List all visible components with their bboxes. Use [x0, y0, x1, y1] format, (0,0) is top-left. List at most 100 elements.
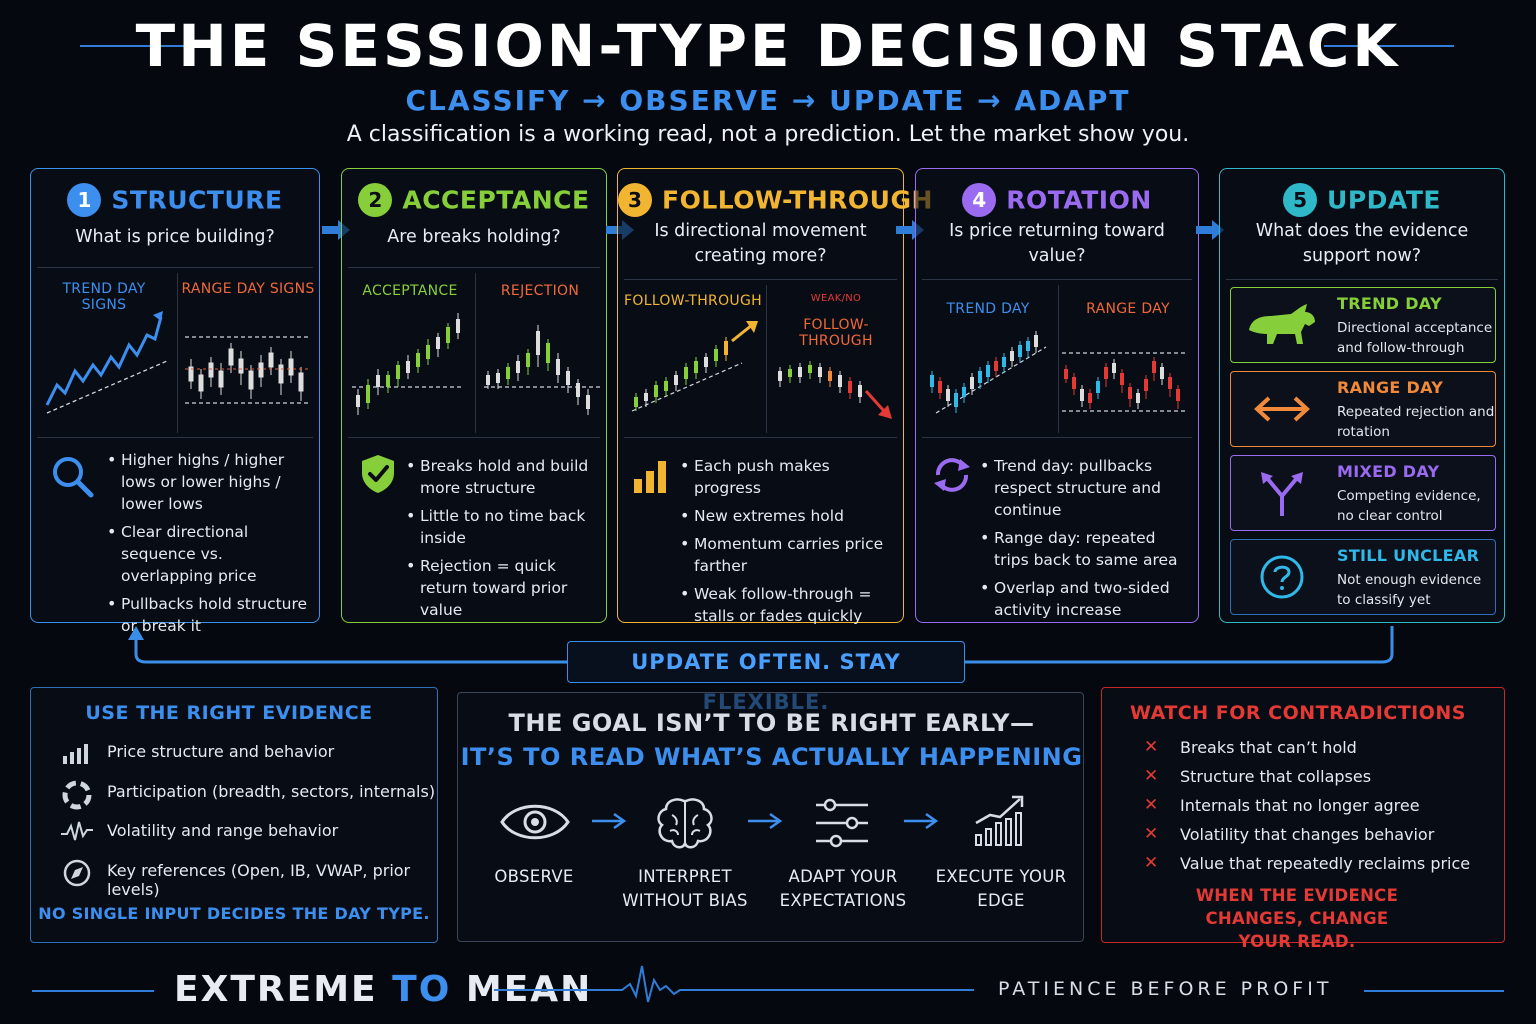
bullet-item: New extremes hold — [680, 505, 894, 527]
trend-day-label: TREND DAY — [946, 301, 1030, 317]
step-question: Are breaks holding? — [387, 227, 561, 247]
step-number: 3 — [618, 183, 652, 217]
bullet-item: Higher highs / higher lows or lower high… — [107, 449, 317, 515]
step-title: ROTATION — [1006, 185, 1152, 215]
outcome-title: MIXED DAY — [1337, 462, 1440, 481]
contradictions-panel: WATCH FOR CONTRADICTIONS ✕ Breaks that c… — [1101, 687, 1505, 951]
trend-day-signs-label: TREND DAY SIGNS — [62, 281, 146, 313]
contradiction-item: Internals that no longer agree — [1180, 796, 1420, 815]
evidence-item: Volatility and range behavior — [107, 821, 339, 840]
trend-line-chart — [45, 311, 167, 414]
bullet-item: Pullbacks hold structure or break it — [107, 593, 317, 637]
divider — [348, 267, 600, 268]
outcome-desc: Directional acceptance and follow-throug… — [1337, 320, 1493, 356]
heartbeat-line-icon — [494, 965, 974, 1003]
title-rule-left — [80, 45, 208, 47]
outcome-trend-day: TREND DAY Directional acceptance and fol… — [1230, 287, 1496, 363]
step-number: 4 — [962, 183, 997, 217]
step-bullets: Trend day: pullbacks respect structure a… — [980, 455, 1194, 627]
contradiction-item: Value that repeatedly reclaims price — [1180, 854, 1471, 873]
outcome-still-unclear: STILL UNCLEAR Not enough evidence to cla… — [1230, 539, 1496, 615]
feedback-loop-line — [128, 626, 1394, 664]
sliders-icon — [816, 798, 868, 848]
goal-step-label: OBSERVE — [494, 867, 574, 886]
step-card-acceptance: 2 ACCEPTANCE Are breaks holding? ACCEPTAN… — [341, 168, 607, 623]
question-icon — [1260, 555, 1304, 599]
follow-through-label: FOLLOW-THROUGH — [624, 293, 762, 309]
x-icon: ✕ — [1144, 795, 1159, 815]
bullet-item: Overlap and two-sided activity increase — [980, 577, 1194, 621]
step-card-structure: 1 STRUCTURE What is price building? TREND… — [30, 168, 320, 635]
step-card-rotation: 4 ROTATION Is price returning toward valu… — [915, 168, 1199, 623]
divider — [922, 279, 1192, 280]
brand-part: TO — [392, 969, 452, 1010]
signal-bars-icon — [63, 744, 88, 764]
split-arrow-icon — [1261, 472, 1303, 516]
brand-part: EXTREME — [174, 969, 393, 1010]
arrow-right-icon — [748, 812, 783, 830]
bar-chart-icon — [634, 461, 666, 493]
step-title: ACCEPTANCE — [402, 185, 590, 215]
bull-icon — [1249, 304, 1315, 344]
lifebuoy-icon — [62, 780, 92, 810]
divider — [1226, 279, 1498, 280]
bullet-item: Rejection = quick return toward prior va… — [406, 555, 602, 621]
loop-label: UPDATE OFTEN. STAY FLEXIBLE. — [567, 641, 965, 714]
range-day-label: RANGE DAY — [1086, 301, 1170, 317]
shield-check-icon — [362, 455, 394, 493]
step-number: 1 — [67, 183, 102, 217]
page-subtitle: CLASSIFY → OBSERVE → UPDATE → ADAPT — [405, 84, 1131, 117]
bullet-item: Range day: repeated trips back to same a… — [980, 527, 1194, 571]
arrow-right-icon — [1196, 220, 1224, 240]
goal-step-label: ADAPT YOUR EXPECTATIONS — [779, 867, 907, 910]
page-tagline: A classification is a working read, not … — [346, 122, 1190, 147]
step-title: STRUCTURE — [111, 185, 283, 215]
step-card-update: 5 UPDATE What does the evidence support n… — [1219, 168, 1505, 623]
outcome-desc: Competing evidence, no clear control — [1337, 488, 1481, 524]
bullet-item: Trend day: pullbacks respect structure a… — [980, 455, 1194, 521]
divider — [37, 267, 313, 268]
bullet-item: Clear directional sequence vs. overlappi… — [107, 521, 317, 587]
divider — [922, 437, 1192, 438]
contradiction-item: Structure that collapses — [1180, 767, 1372, 786]
magnifier-icon — [53, 457, 94, 498]
rotate-arrows-icon — [934, 458, 970, 492]
step-bullets: Breaks hold and build more structure Lit… — [406, 455, 602, 627]
evidence-item: Key references (Open, IB, VWAP, prior le… — [107, 861, 411, 899]
step-title: FOLLOW-THROUGH — [662, 185, 933, 215]
evidence-title: USE THE RIGHT EVIDENCE — [85, 702, 373, 724]
range-rotation-candles-chart — [1062, 352, 1188, 412]
evidence-footer: NO SINGLE INPUT DECIDES THE DAY TYPE. — [38, 904, 430, 923]
step-question: Is price returning toward value? — [949, 221, 1165, 266]
divider — [348, 437, 600, 438]
x-icon: ✕ — [1144, 853, 1159, 873]
step-title: UPDATE — [1327, 185, 1441, 215]
outcome-desc: Repeated rejection and rotation — [1337, 404, 1495, 440]
step-question: Is directional movement creating more? — [654, 221, 867, 266]
x-icon: ✕ — [1144, 737, 1159, 757]
brain-icon — [657, 798, 713, 849]
goal-line-1: THE GOAL ISN’T TO BE RIGHT EARLY— — [508, 709, 1035, 737]
outcome-mixed-day: MIXED DAY Competing evidence, no clear c… — [1230, 455, 1496, 531]
goal-step-label: INTERPRET WITHOUT BIAS — [622, 867, 748, 910]
outcome-title: TREND DAY — [1337, 294, 1442, 313]
outcome-desc: Not enough evidence to classify yet — [1337, 572, 1482, 608]
acceptance-label: ACCEPTANCE — [362, 283, 458, 299]
title-rule-right — [1324, 45, 1454, 47]
outcome-title: STILL UNCLEAR — [1337, 546, 1480, 565]
footer-rule-right — [1364, 990, 1504, 992]
divider — [475, 273, 476, 433]
weak-label: WEAK/NO — [810, 293, 862, 304]
divider — [37, 437, 313, 438]
goal-line-2: IT’S TO READ WHAT’S ACTUALLY HAPPENING — [460, 743, 1083, 771]
x-icon: ✕ — [1144, 766, 1159, 786]
rejection-label: REJECTION — [500, 283, 580, 299]
range-day-signs-label: RANGE DAY SIGNS — [181, 281, 315, 297]
contradiction-item: Volatility that changes behavior — [1180, 825, 1435, 844]
step-bullets: Higher highs / higher lows or lower high… — [107, 449, 317, 643]
growth-chart-icon — [975, 795, 1024, 846]
outcome-range-day: RANGE DAY Repeated rejection and rotatio… — [1230, 371, 1496, 447]
arrow-right-icon — [904, 812, 939, 830]
goal-step-label: EXECUTE YOUR EDGE — [935, 867, 1067, 910]
divider — [177, 273, 178, 433]
